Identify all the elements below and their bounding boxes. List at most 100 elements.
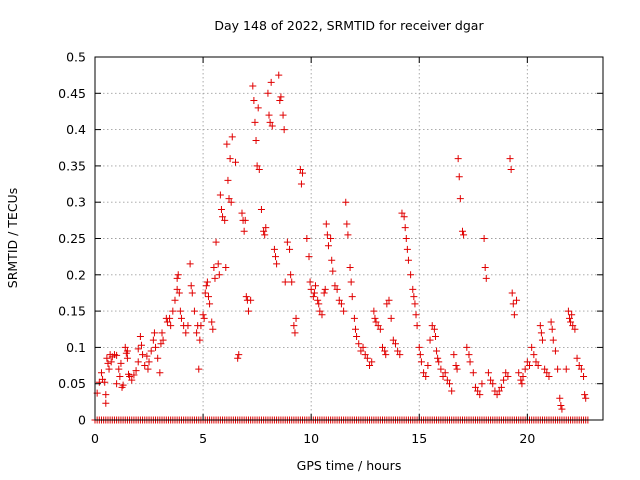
data-point [215, 271, 223, 279]
data-point [272, 253, 280, 261]
data-point [184, 322, 192, 330]
data-point [324, 242, 332, 250]
data-point [105, 365, 113, 373]
data-point [119, 381, 127, 389]
data-point [466, 358, 474, 366]
data-point [337, 300, 345, 308]
data-point [370, 307, 378, 315]
data-point [504, 372, 512, 380]
data-point [536, 322, 544, 330]
data-point [171, 296, 179, 304]
data-point [158, 329, 166, 337]
data-point [329, 267, 337, 275]
data-point [210, 264, 218, 272]
data-point [235, 351, 243, 359]
data-point [299, 169, 307, 177]
data-point [515, 369, 523, 377]
data-point [305, 253, 313, 261]
data-point [242, 293, 250, 301]
data-point [159, 336, 167, 344]
data-point [123, 347, 131, 355]
data-point [241, 216, 249, 224]
data-point [575, 362, 583, 370]
data-point [580, 372, 588, 380]
data-point [506, 155, 514, 163]
data-point [287, 271, 295, 279]
data-point [195, 365, 203, 373]
x-tick-label: 20 [519, 431, 535, 446]
data-point [321, 285, 329, 293]
data-point [521, 365, 529, 373]
data-point [450, 351, 458, 359]
data-point [193, 329, 201, 337]
data-point [117, 359, 125, 367]
data-point [217, 205, 225, 213]
data-point [387, 314, 395, 322]
data-point [297, 180, 305, 188]
data-point [348, 293, 356, 301]
data-point [565, 314, 573, 322]
data-point [567, 318, 575, 326]
data-point [391, 340, 399, 348]
data-point [557, 401, 565, 409]
data-point [371, 314, 379, 322]
data-point [216, 191, 224, 199]
data-point [448, 387, 456, 395]
data-point [240, 227, 248, 235]
data-point [252, 136, 260, 144]
data-point [415, 343, 423, 351]
data-point [509, 300, 517, 308]
data-point [200, 314, 208, 322]
data-point [268, 122, 276, 130]
data-point [428, 322, 436, 330]
data-point [381, 347, 389, 355]
data-point [141, 362, 149, 370]
data-point [223, 140, 231, 148]
data-point [446, 380, 454, 388]
data-point [261, 231, 269, 239]
axis-ticks [94, 56, 603, 421]
data-point [426, 336, 434, 344]
data-point [306, 278, 314, 286]
data-point [154, 354, 162, 362]
data-point [323, 231, 331, 239]
data-point [340, 307, 348, 315]
data-point [187, 282, 195, 290]
data-point [174, 271, 182, 279]
data-point [238, 209, 246, 217]
data-point [277, 93, 285, 101]
data-point [548, 325, 556, 333]
data-point [221, 216, 229, 224]
data-point [279, 111, 287, 119]
data-point [398, 209, 406, 217]
data-point [280, 126, 288, 134]
data-point [177, 314, 185, 322]
data-point [471, 383, 479, 391]
data-point [264, 89, 272, 97]
data-point [251, 118, 259, 126]
data-point [532, 358, 540, 366]
y-tick-label: 0.15 [58, 304, 86, 319]
data-point [481, 264, 489, 272]
data-point [357, 347, 365, 355]
data-point [463, 343, 471, 351]
y-tick-label: 0.25 [58, 231, 86, 246]
data-point [149, 336, 157, 344]
data-point [410, 293, 418, 301]
data-point [556, 394, 564, 402]
data-point [169, 307, 177, 315]
data-point [455, 173, 463, 181]
data-point [400, 213, 408, 221]
data-point [126, 372, 134, 380]
data-point [224, 176, 232, 184]
data-point [571, 325, 579, 333]
data-point [437, 365, 445, 373]
chart-title: Day 148 of 2022, SRMTID for receiver dga… [214, 18, 484, 33]
data-point [523, 358, 531, 366]
x-tick-label: 10 [303, 431, 319, 446]
data-point [310, 289, 318, 297]
data-point [537, 329, 545, 337]
y-tick-label: 0.1 [66, 340, 86, 355]
data-point [476, 391, 484, 399]
